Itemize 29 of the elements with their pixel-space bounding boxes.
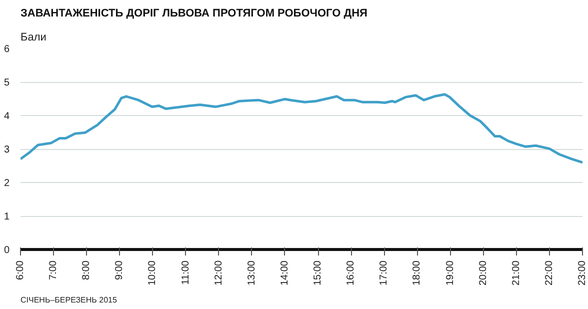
y-tick-label: 6 <box>4 44 10 55</box>
x-tick-label: 12:00 <box>213 260 224 286</box>
x-tick-label: 8:00 <box>81 260 92 280</box>
y-tick-label: 1 <box>4 212 10 222</box>
line-series <box>20 93 582 164</box>
x-tick-label: 23:00 <box>577 260 588 286</box>
chart-title: ЗАВАНТАЖЕНІСТЬ ДОРІГ ЛЬВОВА ПРОТЯГОМ РОБОЧОГО ДНЯ <box>20 8 368 20</box>
text: СІЧЕНЬ–БЕРЕЗЕНЬ 2015 <box>20 296 118 304</box>
x-tick-label: 13:00 <box>246 260 258 286</box>
y-tick-label: 5 <box>4 78 10 88</box>
x-tick-label: 21:00 <box>510 260 522 286</box>
x-tick-label: 9:00 <box>114 260 126 280</box>
x-tick-label: 7:00 <box>48 260 60 280</box>
x-tick-label: 22:00 <box>544 260 555 286</box>
x-tick-label: 15:00 <box>312 260 324 286</box>
x-tick-label: 19:00 <box>444 260 456 286</box>
x-tick-label: 6:00 <box>15 260 26 280</box>
x-tick-label: 16:00 <box>346 260 357 286</box>
y-tick-label: 2 <box>4 178 10 189</box>
x-tick-label: 20:00 <box>478 260 489 286</box>
y-tick-label: 0 <box>4 245 10 256</box>
y-tick-label: 3 <box>4 144 10 156</box>
x-tick-label: 17:00 <box>378 260 390 286</box>
x-tick-label: 14:00 <box>279 260 290 286</box>
y-tick-label: 4 <box>4 111 10 122</box>
x-tick-label: 11:00 <box>180 260 192 285</box>
y-axis-title: Бали <box>20 32 46 44</box>
x-tick-label: 10:00 <box>147 260 158 286</box>
x-tick-label: 18:00 <box>412 260 423 286</box>
